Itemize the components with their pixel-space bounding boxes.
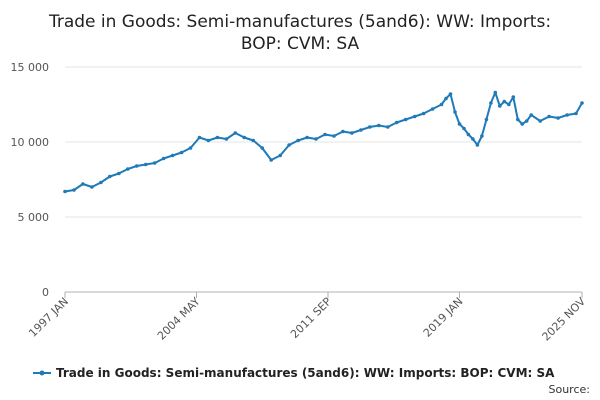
data-point[interactable] [502, 99, 507, 104]
data-point[interactable] [453, 110, 457, 114]
data-point[interactable] [403, 117, 408, 122]
y-tick-label: 0 [42, 286, 49, 299]
data-point[interactable] [143, 162, 148, 167]
data-point[interactable] [117, 171, 121, 176]
y-tick-label: 15 000 [11, 61, 50, 74]
data-point[interactable] [278, 153, 283, 158]
data-point[interactable] [179, 150, 184, 155]
data-point[interactable] [206, 138, 211, 143]
data-point[interactable] [430, 107, 435, 111]
data-point[interactable] [466, 132, 471, 137]
data-point[interactable] [493, 90, 498, 95]
data-point[interactable] [242, 135, 247, 140]
data-point[interactable] [314, 137, 318, 141]
x-tick-label: 2004 MAY [155, 295, 203, 343]
data-point[interactable] [251, 138, 256, 143]
data-point[interactable] [386, 125, 390, 129]
data-point[interactable] [296, 138, 300, 143]
x-tick-label: 2011 SEP [288, 295, 334, 341]
data-point[interactable] [197, 135, 202, 140]
data-point[interactable] [489, 101, 493, 105]
data-point[interactable] [188, 146, 193, 150]
data-point[interactable] [108, 174, 112, 179]
data-point[interactable] [471, 137, 475, 141]
data-point[interactable] [341, 129, 345, 134]
data-point[interactable] [444, 96, 448, 101]
data-point[interactable] [170, 153, 175, 158]
legend-label: Trade in Goods: Semi-manufactures (5and6… [56, 366, 555, 380]
data-point[interactable] [72, 188, 76, 192]
data-point[interactable] [63, 189, 67, 194]
data-point[interactable] [547, 114, 551, 119]
data-point[interactable] [152, 161, 157, 165]
y-tick-label: 5 000 [18, 211, 50, 224]
data-point[interactable] [580, 101, 584, 105]
data-point[interactable] [126, 167, 130, 171]
data-point[interactable] [457, 122, 462, 126]
data-point[interactable] [439, 102, 444, 107]
data-point[interactable] [421, 111, 426, 116]
data-point[interactable] [350, 131, 354, 135]
legend-marker [39, 370, 45, 376]
data-point[interactable] [511, 95, 516, 99]
data-point[interactable] [462, 126, 466, 131]
data-point[interactable] [260, 146, 265, 150]
data-point[interactable] [480, 134, 484, 138]
data-point[interactable] [556, 116, 560, 120]
data-point[interactable] [215, 135, 220, 140]
series-layer [63, 90, 584, 194]
data-point[interactable] [90, 185, 94, 189]
data-point[interactable] [287, 143, 291, 147]
data-point[interactable] [224, 137, 229, 141]
x-tick-label: 1997 JAN [26, 295, 71, 340]
legend[interactable]: Trade in Goods: Semi-manufactures (5and6… [33, 366, 555, 380]
data-point[interactable] [524, 119, 529, 123]
source-label: Source: [549, 383, 591, 396]
data-point[interactable] [448, 92, 453, 96]
data-point[interactable] [323, 132, 327, 137]
data-point[interactable] [377, 123, 381, 128]
y-tick-label: 10 000 [11, 136, 50, 149]
data-point[interactable] [574, 111, 578, 116]
data-point[interactable] [269, 158, 274, 162]
data-point[interactable] [520, 122, 524, 126]
data-point[interactable] [332, 134, 336, 138]
data-point[interactable] [516, 117, 520, 122]
data-point[interactable] [81, 182, 85, 186]
chart-title-line-2: BOP: CVM: SA [241, 34, 360, 54]
data-point[interactable] [359, 128, 363, 132]
data-point[interactable] [99, 180, 103, 185]
data-point[interactable] [507, 102, 511, 107]
data-point[interactable] [233, 131, 238, 135]
data-point[interactable] [498, 104, 502, 108]
data-point[interactable] [538, 119, 542, 123]
chart-title-line-1: Trade in Goods: Semi-manufactures (5and6… [48, 12, 551, 32]
data-point[interactable] [475, 143, 480, 147]
data-point[interactable] [161, 156, 166, 161]
data-point[interactable] [368, 125, 372, 129]
data-point[interactable] [134, 164, 139, 168]
data-point[interactable] [394, 120, 399, 125]
x-tick-label: 2019 JAN [421, 295, 466, 340]
data-point[interactable] [565, 113, 569, 117]
y-axis-tick-labels: 0 5 000 10 000 15 000 [11, 61, 50, 299]
x-axis: 1997 JAN 2004 MAY 2011 SEP 2019 JAN 2025 NOV [26, 291, 589, 344]
data-point[interactable] [305, 135, 309, 140]
data-point[interactable] [529, 113, 533, 117]
data-point[interactable] [412, 114, 417, 119]
x-tick-label: 2025 NOV [540, 295, 589, 344]
data-point[interactable] [484, 117, 489, 122]
